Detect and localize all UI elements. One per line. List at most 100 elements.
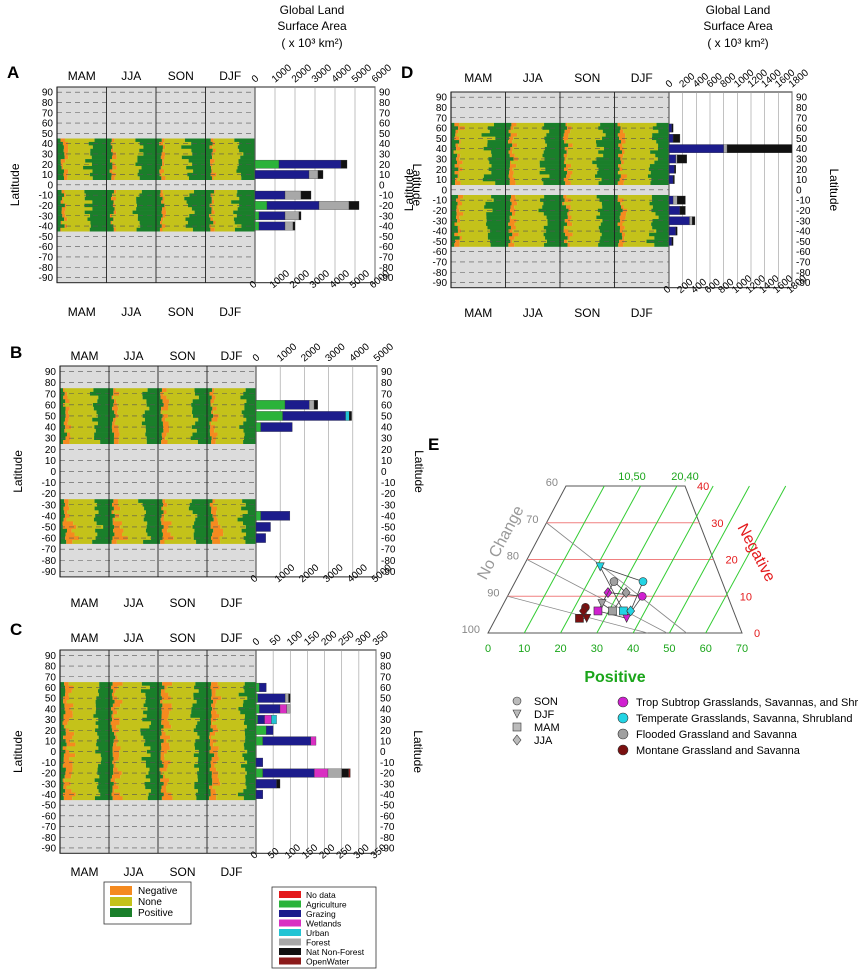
lat-tick-label: -40 bbox=[42, 790, 57, 801]
legend-swatch bbox=[279, 891, 301, 898]
change-bar-none bbox=[166, 388, 195, 393]
change-bar-negative bbox=[111, 395, 114, 400]
lat-tick-label: 30 bbox=[436, 154, 448, 165]
change-bar-none bbox=[114, 200, 137, 205]
legend-swatch bbox=[279, 929, 301, 936]
change-bar-negative bbox=[60, 227, 62, 232]
landuse-bar-nat-non-forest bbox=[671, 237, 674, 246]
change-bar-positive bbox=[238, 159, 255, 163]
change-bar-positive bbox=[243, 789, 256, 793]
change-bar-positive bbox=[57, 138, 61, 143]
change-bar-none bbox=[570, 174, 595, 179]
change-bar-positive bbox=[245, 767, 256, 772]
change-bar-negative bbox=[210, 746, 219, 751]
lat-tick-label: 50 bbox=[45, 694, 57, 705]
change-bar-negative bbox=[211, 169, 213, 174]
change-bar-positive bbox=[614, 236, 623, 240]
change-bar-negative bbox=[163, 739, 167, 744]
change-bar-negative bbox=[621, 232, 626, 237]
season-label: MAM bbox=[464, 306, 492, 320]
change-bar-negative bbox=[563, 195, 567, 199]
change-bar-positive bbox=[143, 517, 158, 522]
change-bar-negative bbox=[113, 742, 117, 747]
change-bar-negative bbox=[161, 506, 164, 511]
lat-tick-label: 10 bbox=[436, 175, 448, 186]
landuse-bar-nat-non-forest bbox=[348, 201, 360, 210]
change-bar-negative bbox=[457, 219, 461, 223]
change-bar-positive bbox=[60, 778, 63, 783]
change-bar-none bbox=[514, 236, 546, 240]
change-bar-positive bbox=[207, 421, 210, 426]
change-bar-negative bbox=[113, 767, 118, 772]
x-tick-label-top: 50 bbox=[268, 632, 284, 648]
change-bar-positive bbox=[194, 764, 207, 768]
change-bar-none bbox=[168, 692, 194, 697]
negative-tick-label: 40 bbox=[697, 481, 709, 493]
change-bar-positive bbox=[505, 215, 510, 220]
change-bar-none bbox=[116, 399, 147, 404]
landuse-bar-agriculture bbox=[255, 715, 258, 725]
change-bar-negative bbox=[109, 169, 113, 174]
landuse-bar-grazing bbox=[668, 206, 681, 215]
change-bar-none bbox=[223, 532, 247, 537]
legend-label: None bbox=[138, 897, 162, 908]
change-bar-none bbox=[213, 399, 247, 404]
change-bar-positive bbox=[140, 732, 158, 736]
change-bar-positive bbox=[207, 721, 212, 726]
change-bar-negative bbox=[567, 170, 573, 175]
season-marker-symbol bbox=[512, 709, 522, 719]
lat-tick-label-right: -50 bbox=[380, 801, 395, 812]
change-bar-negative bbox=[162, 414, 168, 419]
change-bar-negative bbox=[163, 792, 172, 797]
change-bar-positive bbox=[192, 703, 207, 708]
change-bar-negative bbox=[64, 774, 72, 779]
change-bar-positive bbox=[60, 721, 63, 726]
change-bar-none bbox=[171, 521, 195, 526]
lat-tick-label-right: 40 bbox=[381, 423, 393, 434]
season-label: JJA bbox=[123, 349, 143, 363]
y-axis-label: Latitude bbox=[11, 450, 25, 493]
change-bar-positive bbox=[158, 757, 161, 761]
change-bar-positive bbox=[158, 499, 163, 504]
change-bar-positive bbox=[651, 195, 669, 199]
change-bar-positive bbox=[158, 710, 162, 715]
change-bar-negative bbox=[65, 749, 69, 754]
change-bar-negative bbox=[161, 217, 164, 222]
change-bar-negative bbox=[162, 703, 172, 708]
change-bar-none bbox=[624, 236, 655, 240]
change-bar-negative bbox=[211, 440, 216, 444]
change-bar-positive bbox=[241, 410, 256, 415]
change-bar-positive bbox=[505, 181, 510, 185]
change-bar-negative bbox=[566, 174, 571, 179]
change-bar-negative bbox=[160, 757, 165, 761]
negative-tick-label: 20 bbox=[726, 555, 738, 567]
change-bar-none bbox=[569, 236, 601, 240]
change-bar-positive bbox=[205, 162, 211, 167]
change-bar-negative bbox=[62, 196, 63, 201]
change-bar-negative bbox=[509, 219, 517, 223]
change-bar-none bbox=[623, 198, 653, 203]
change-bar-none bbox=[459, 122, 494, 127]
change-bar-negative bbox=[161, 152, 166, 156]
nochange-axis-title: No Change bbox=[475, 503, 528, 583]
change-bar-none bbox=[216, 767, 246, 772]
landuse-bar-nat-non-forest bbox=[692, 216, 696, 226]
season-label: JJA bbox=[123, 596, 143, 610]
change-bar-positive bbox=[106, 207, 115, 211]
change-bar-positive bbox=[237, 190, 255, 194]
change-bar-positive bbox=[560, 122, 566, 127]
change-bar-positive bbox=[594, 174, 615, 179]
change-bar-none bbox=[110, 159, 138, 163]
change-bar-none bbox=[72, 764, 99, 768]
change-bar-negative bbox=[64, 155, 69, 160]
change-bar-none bbox=[620, 122, 657, 127]
x-tick-label-bottom: 3000 bbox=[321, 562, 345, 585]
change-bar-none bbox=[68, 155, 92, 160]
change-bar-negative bbox=[113, 506, 121, 511]
panel-letter: B bbox=[10, 343, 22, 362]
landuse-bar-forest bbox=[286, 704, 291, 714]
landuse-bar-nat-non-forest bbox=[340, 159, 348, 169]
change-bar-negative bbox=[160, 190, 163, 194]
change-bar-none bbox=[570, 181, 599, 185]
